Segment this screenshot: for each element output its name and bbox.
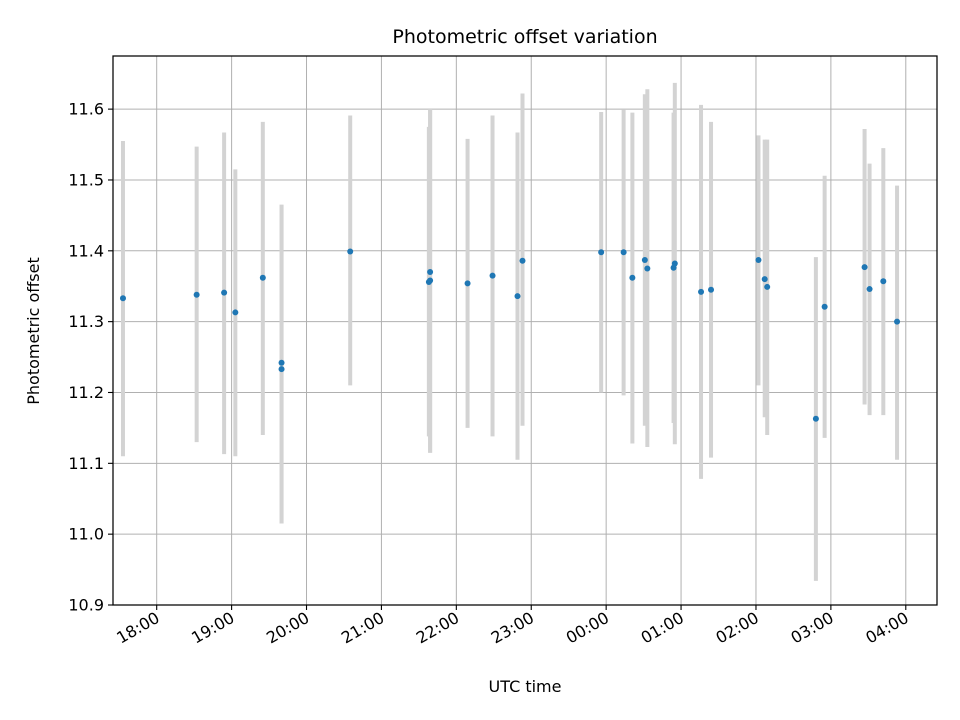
data-point	[465, 280, 471, 286]
y-tick-label: 11.6	[68, 100, 104, 119]
y-tick-label: 11.2	[68, 383, 104, 402]
data-point	[427, 269, 433, 275]
data-point	[520, 258, 526, 264]
data-point	[698, 289, 704, 295]
data-point	[194, 292, 200, 298]
data-point	[822, 304, 828, 310]
y-tick-label: 11.4	[68, 241, 104, 260]
data-point	[490, 273, 496, 279]
chart-title: Photometric offset variation	[392, 26, 657, 48]
data-point	[644, 266, 650, 272]
data-point	[862, 264, 868, 270]
data-point	[427, 278, 433, 284]
data-point	[813, 416, 819, 422]
y-tick-label: 10.9	[68, 596, 104, 615]
y-tick-label: 11.5	[68, 170, 104, 189]
y-tick-label: 11.3	[68, 312, 104, 331]
data-point	[708, 287, 714, 293]
data-point	[279, 360, 285, 366]
y-axis-label: Photometric offset	[24, 257, 43, 405]
data-point	[260, 275, 266, 281]
data-point	[755, 257, 761, 263]
x-axis-label: UTC time	[489, 677, 562, 696]
data-point	[221, 290, 227, 296]
data-point	[120, 295, 126, 301]
data-point	[629, 275, 635, 281]
data-point	[232, 309, 238, 315]
data-point	[598, 249, 604, 255]
y-tick-label: 11.0	[68, 525, 104, 544]
data-point	[894, 319, 900, 325]
data-point	[764, 284, 770, 290]
data-point	[880, 278, 886, 284]
data-point	[347, 249, 353, 255]
data-point	[621, 249, 627, 255]
data-point	[867, 286, 873, 292]
data-point	[515, 293, 521, 299]
data-point	[672, 261, 678, 267]
data-point	[642, 257, 648, 263]
data-point	[762, 276, 768, 282]
data-point	[279, 366, 285, 372]
y-tick-label: 11.1	[68, 454, 104, 473]
